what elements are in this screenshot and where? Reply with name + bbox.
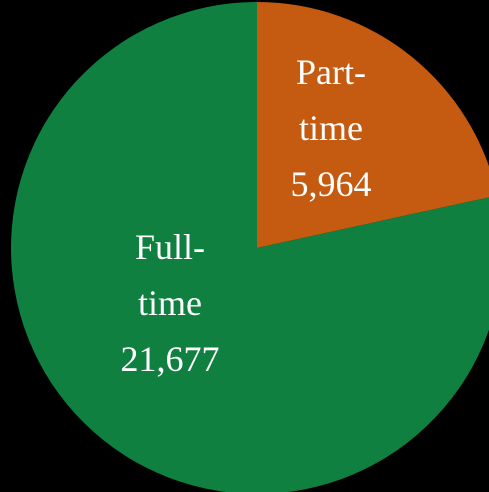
- pie-slice: [257, 2, 489, 248]
- slice-label: Part-time 5,964: [271, 44, 391, 212]
- category-label: Part-time: [296, 52, 366, 148]
- pie-slice: [11, 2, 489, 492]
- slice-label: Full-time 21,677: [110, 219, 230, 387]
- value-label: 5,964: [290, 164, 372, 204]
- category-label: Full-time: [134, 227, 205, 323]
- value-label: 21,677: [120, 339, 220, 379]
